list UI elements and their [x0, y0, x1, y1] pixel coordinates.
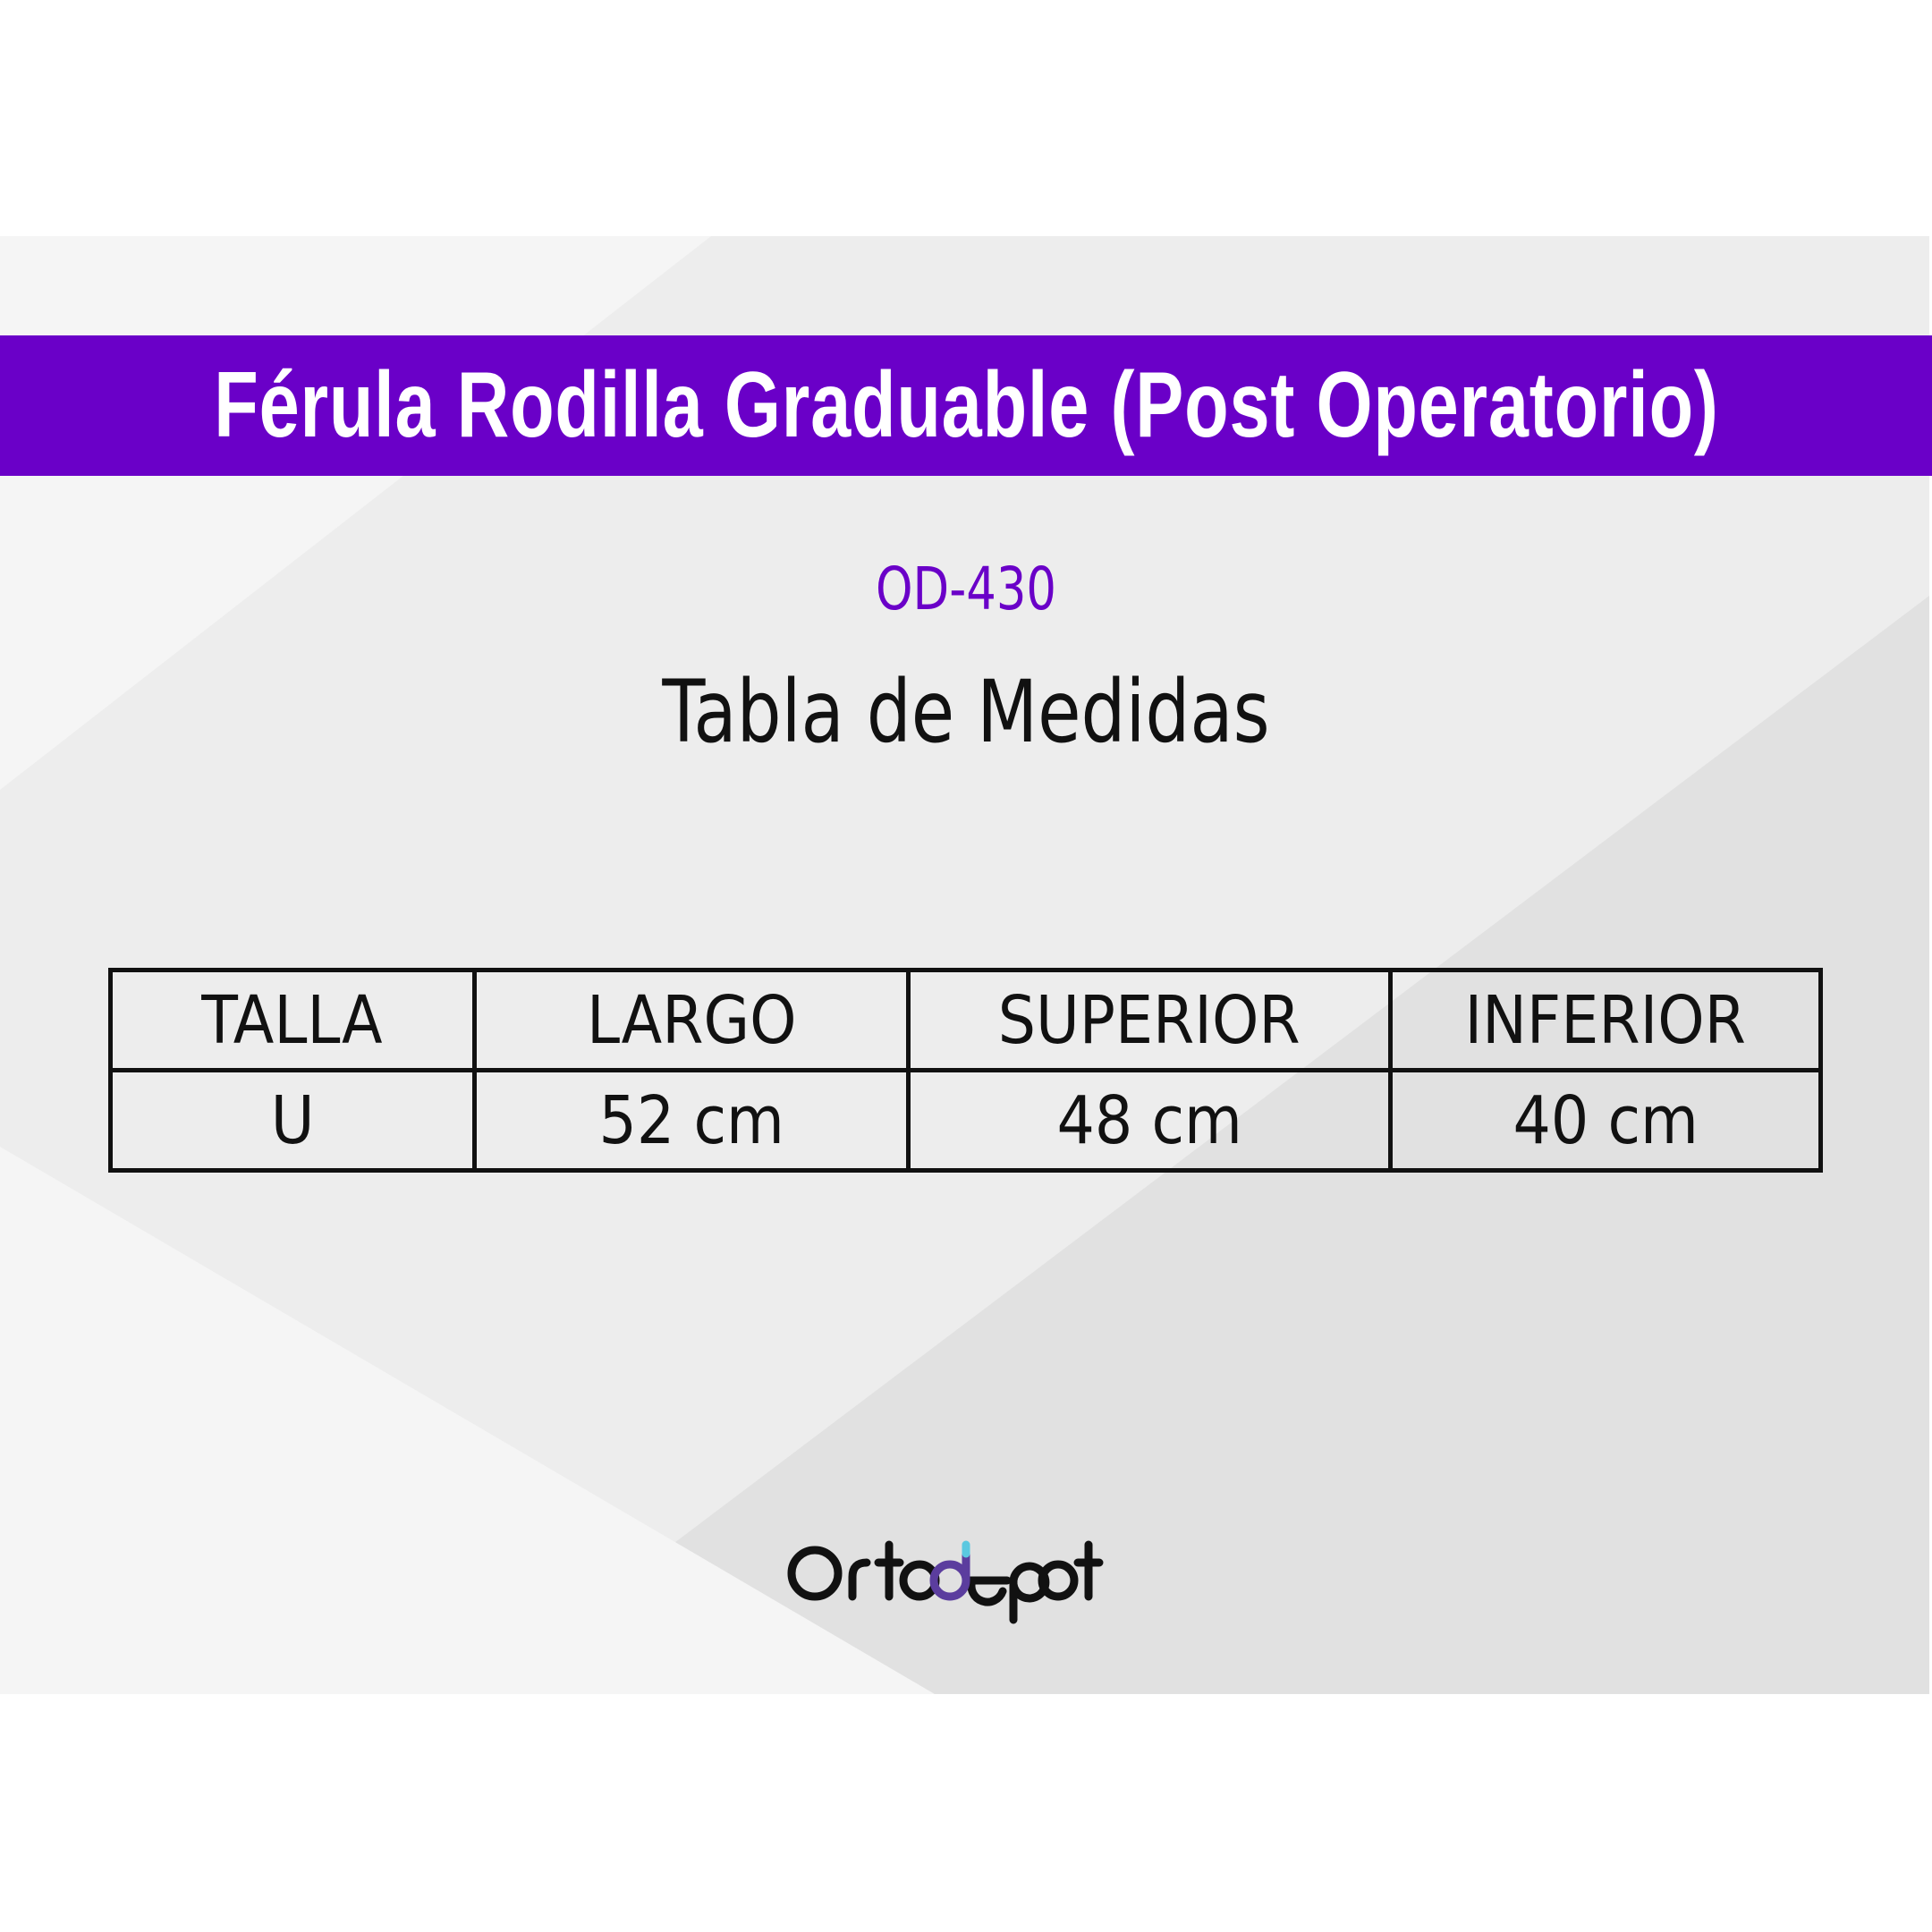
- size-table: TALLA LARGO SUPERIOR INFERIOR U 52 cm 48…: [108, 968, 1824, 1173]
- table-row: U 52 cm 48 cm 40 cm: [108, 1068, 1824, 1173]
- title-banner: Férula Rodilla Graduable (Post Operatori…: [0, 335, 1932, 476]
- header-cell: LARGO: [471, 968, 911, 1072]
- table-cell: 48 cm: [906, 1068, 1393, 1173]
- header-cell: INFERIOR: [1387, 968, 1824, 1072]
- header-cell: SUPERIOR: [906, 968, 1393, 1072]
- table-title: Tabla de Medidas: [662, 662, 1270, 762]
- table-cell: 52 cm: [471, 1068, 911, 1173]
- page-title: Férula Rodilla Graduable (Post Operatori…: [213, 353, 1719, 457]
- table-header-row: TALLA LARGO SUPERIOR INFERIOR: [108, 968, 1824, 1072]
- header-cell: TALLA: [108, 968, 477, 1072]
- product-code: OD-430: [875, 555, 1057, 623]
- ortodepot-logo: [787, 1540, 1104, 1624]
- table-cell: 40 cm: [1387, 1068, 1824, 1173]
- table-cell: U: [108, 1068, 477, 1173]
